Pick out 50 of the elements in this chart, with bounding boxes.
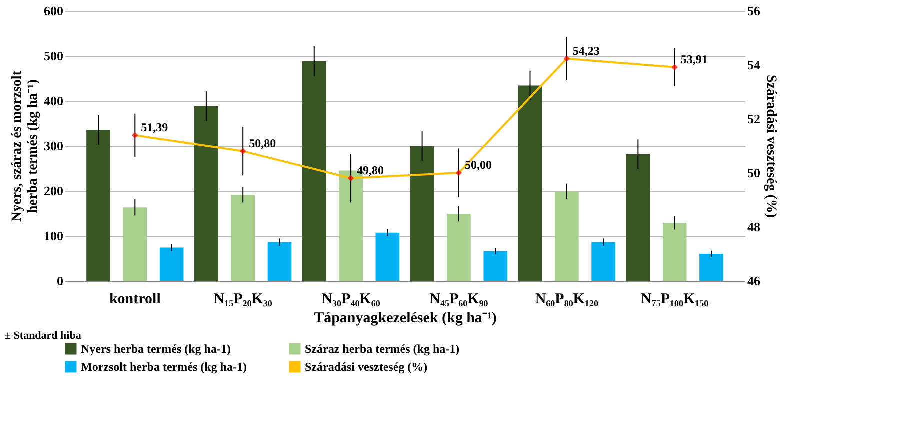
y-tick-label: 100 <box>44 228 64 244</box>
y2-tick-label: 56 <box>748 4 761 18</box>
y2-axis-title: Száradási veszteség (%) <box>764 74 778 218</box>
y2-tick-label: 54 <box>748 58 761 72</box>
bar <box>231 195 256 281</box>
y-tick-label: 200 <box>44 184 64 198</box>
x-tick-label: N₆₀P₈₀K₁₂₀ <box>535 292 599 308</box>
bar <box>410 146 434 281</box>
bar <box>592 242 616 281</box>
legend-label: Száradási veszteség (%) <box>305 360 428 374</box>
bar <box>160 248 184 281</box>
y-tick-label: 500 <box>44 48 64 64</box>
y2-tick-label: 50 <box>748 166 760 180</box>
bar <box>518 86 542 281</box>
bar <box>268 242 292 281</box>
y2-tick-label: 48 <box>748 220 761 234</box>
legend-label: Nyers herba termés (kg ha-1) <box>81 342 231 356</box>
bar <box>626 154 650 281</box>
legend-label: Morzsolt herba termés (kg ha-1) <box>81 360 247 374</box>
data-label: 51,39 <box>141 120 168 134</box>
x-axis-title: Tápanyagkezelések (kg ha⁻¹) <box>314 310 497 326</box>
y2-tick-label: 52 <box>748 112 760 126</box>
x-tick-label: N₁₅P₂₀K₃₀ <box>214 292 273 308</box>
data-label: 50,00 <box>464 158 492 172</box>
legend-label: Száraz herba termés (kg ha-1) <box>305 342 460 356</box>
bar <box>662 222 687 281</box>
y-tick-label: 600 <box>44 4 64 18</box>
data-label: 49,80 <box>357 163 384 178</box>
text: ± Standard hiba <box>5 330 82 342</box>
bar <box>302 61 326 281</box>
bar <box>194 106 218 281</box>
y2-tick-label: 46 <box>748 274 761 288</box>
data-label: 50,80 <box>249 136 276 150</box>
data-label: 54,23 <box>572 44 600 58</box>
bar <box>123 208 148 281</box>
data-label: 53,91 <box>680 52 708 66</box>
bar <box>700 254 724 281</box>
y-tick-label: 0 <box>57 274 64 288</box>
y-axis-title: Nyers, száraz és morzsolt herba termés (kg ha⁻¹) <box>10 70 41 222</box>
bar <box>447 214 471 281</box>
x-tick-label: N₇₅P₁₀₀K₁₅₀ <box>641 292 710 308</box>
y-tick-label: 300 <box>44 138 64 154</box>
x-tick-label: kontroll <box>109 292 161 308</box>
x-tick-label: N₄₅P₆₀K₉₀ <box>430 292 489 308</box>
x-tick-label: N₃₀P₄₀K₆₀ <box>322 292 381 308</box>
bar <box>376 232 400 281</box>
y-tick-label: 400 <box>44 94 64 108</box>
bar <box>554 191 579 281</box>
bar <box>86 130 110 281</box>
bar <box>484 251 508 281</box>
